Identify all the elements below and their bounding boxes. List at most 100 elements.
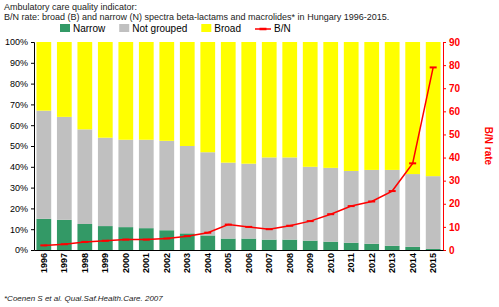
marker — [245, 226, 252, 228]
bar — [200, 42, 215, 152]
footnote: *Coenen S et al. Qual.Saf.Health.Care. 2… — [4, 294, 163, 303]
tick-mark — [31, 188, 34, 189]
bar — [159, 141, 174, 230]
bar — [57, 117, 72, 220]
bar — [364, 244, 379, 250]
tick-label: 100% — [5, 37, 28, 47]
tick-mark — [443, 204, 446, 205]
tick-mark — [31, 167, 34, 168]
legend-swatch — [119, 24, 129, 32]
tick: 30 — [443, 175, 461, 186]
bar — [159, 230, 174, 250]
tick: 1997 — [59, 250, 69, 273]
bar — [385, 170, 400, 246]
legend-swatch — [60, 24, 70, 32]
tick: 2002 — [162, 250, 172, 273]
bar — [180, 42, 195, 146]
tick: 2005 — [223, 250, 233, 273]
tick-label: 30% — [10, 183, 28, 193]
bar — [57, 220, 72, 250]
bar — [426, 249, 441, 250]
tick: 2001 — [141, 250, 151, 273]
tick-mark — [31, 250, 34, 251]
legend-item: Broad — [201, 23, 241, 34]
tick-label: 2012 — [367, 253, 377, 273]
tick-label: 0% — [15, 245, 28, 255]
tick-label: 1998 — [80, 253, 90, 273]
tick-label: 2006 — [244, 253, 254, 273]
tick-mark — [443, 134, 446, 135]
line — [44, 67, 433, 245]
tick-label: 1996 — [39, 253, 49, 273]
legend-label: Not grouped — [132, 23, 187, 34]
tick-label: 2010 — [326, 253, 336, 273]
tick-label: 2015 — [428, 253, 438, 273]
tick-label: 40 — [449, 152, 461, 163]
marker — [163, 237, 170, 239]
tick: 20 — [443, 198, 461, 209]
marker — [122, 239, 129, 241]
bar — [405, 42, 420, 174]
tick-mark — [31, 104, 34, 105]
bar — [98, 226, 113, 250]
tick: 90 — [443, 37, 461, 48]
marker — [143, 239, 150, 241]
tick-label: 30 — [449, 175, 461, 186]
tick: 1999 — [100, 250, 110, 273]
bar — [36, 111, 51, 219]
tick-mark — [31, 229, 34, 230]
tick: 2006 — [244, 250, 254, 273]
y2-axis: 0102030405060708090 — [443, 37, 461, 256]
bar — [98, 42, 113, 138]
tick-mark — [31, 84, 34, 85]
tick: 2011 — [346, 250, 356, 273]
bar — [405, 174, 420, 247]
chart-title: Ambulatory care quality indicator: — [4, 2, 137, 12]
bar — [200, 152, 215, 235]
chart-container: Ambulatory care quality indicator:B/N ra… — [0, 0, 499, 307]
tick-label: 10% — [10, 225, 28, 235]
tick: 50% — [10, 141, 34, 151]
tick-label: 2014 — [408, 253, 418, 273]
bar — [77, 42, 92, 129]
marker — [286, 225, 293, 227]
tick: 90% — [10, 58, 34, 68]
bar — [323, 42, 338, 168]
tick-mark — [443, 42, 446, 43]
bar — [303, 241, 318, 250]
tick: 50 — [443, 129, 461, 140]
tick-mark — [443, 88, 446, 89]
bar — [221, 42, 236, 163]
tick: 2009 — [305, 250, 315, 273]
axis-line — [444, 43, 447, 251]
tick: 0% — [15, 245, 34, 255]
bar — [364, 42, 379, 170]
legend-item: Narrow — [60, 23, 106, 34]
legend-label: Broad — [214, 23, 241, 34]
tick-label: 0 — [449, 245, 455, 256]
marker — [307, 220, 314, 222]
tick-label: 80 — [449, 60, 461, 71]
tick-label: 50 — [449, 129, 461, 140]
bar — [364, 170, 379, 244]
marker — [348, 205, 355, 207]
y-axis: 0%10%20%30%40%50%60%70%80%90%100% — [5, 37, 35, 255]
chart-subtitle: B/N rate: broad (B) and narrow (N) spect… — [4, 12, 389, 22]
axis-line — [31, 43, 35, 251]
tick-label: 2008 — [285, 253, 295, 273]
bar — [57, 42, 72, 117]
tick: 100% — [5, 37, 34, 47]
bar — [77, 129, 92, 224]
tick-mark — [31, 63, 34, 64]
bar-series — [36, 111, 440, 249]
tick: 2003 — [182, 250, 192, 273]
bar — [180, 146, 195, 233]
marker — [409, 162, 416, 164]
legend-item: Not grouped — [119, 23, 187, 34]
bar — [139, 140, 154, 228]
tick-mark — [31, 125, 34, 126]
tick-label: 2002 — [162, 253, 172, 273]
marker — [184, 235, 191, 237]
tick: 2008 — [285, 250, 295, 273]
bar — [344, 171, 359, 243]
